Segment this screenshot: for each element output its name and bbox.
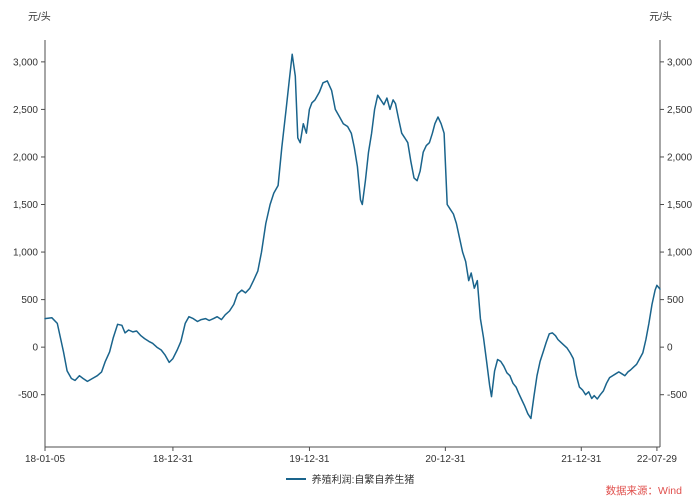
y-tick-label-left: 1,500	[13, 200, 38, 211]
y-tick-label-left: 0	[32, 343, 38, 354]
x-tick-label: 21-12-31	[561, 454, 601, 465]
y-tick-label-left: 2,500	[13, 105, 38, 116]
y-tick-label-right: 0	[667, 343, 673, 354]
y-tick-label-left: 500	[21, 295, 38, 306]
x-tick-label: 19-12-31	[289, 454, 329, 465]
data-source-note: 数据来源：Wind	[605, 485, 682, 497]
x-tick-label: 18-01-05	[25, 454, 65, 465]
y-tick-label-right: -500	[667, 390, 687, 401]
legend: 养殖利润:自繁自养生猪	[0, 471, 700, 486]
legend-line-swatch	[285, 477, 306, 480]
x-tick-label: 22-07-29	[637, 454, 677, 465]
y-tick-label-right: 1,500	[667, 200, 692, 211]
y-tick-label-right: 500	[667, 295, 684, 306]
x-tick-label: 18-12-31	[153, 454, 193, 465]
y-tick-label-right: 2,000	[667, 152, 692, 163]
y-tick-label-left: -500	[18, 390, 38, 401]
y-axis-unit-right: 元/头	[649, 12, 672, 23]
profit-series-line	[44, 53, 661, 420]
legend-label: 养殖利润:自繁自养生猪	[311, 475, 415, 486]
y-tick-label-right: 2,500	[667, 105, 692, 116]
x-tick-label: 20-12-31	[425, 454, 465, 465]
y-axis-unit-left: 元/头	[28, 12, 51, 23]
y-tick-label-right: 3,000	[667, 57, 692, 68]
y-tick-label-left: 3,000	[13, 57, 38, 68]
y-tick-label-right: 1,000	[667, 248, 692, 259]
y-tick-label-left: 2,000	[13, 152, 38, 163]
y-tick-label-left: 1,000	[13, 248, 38, 259]
